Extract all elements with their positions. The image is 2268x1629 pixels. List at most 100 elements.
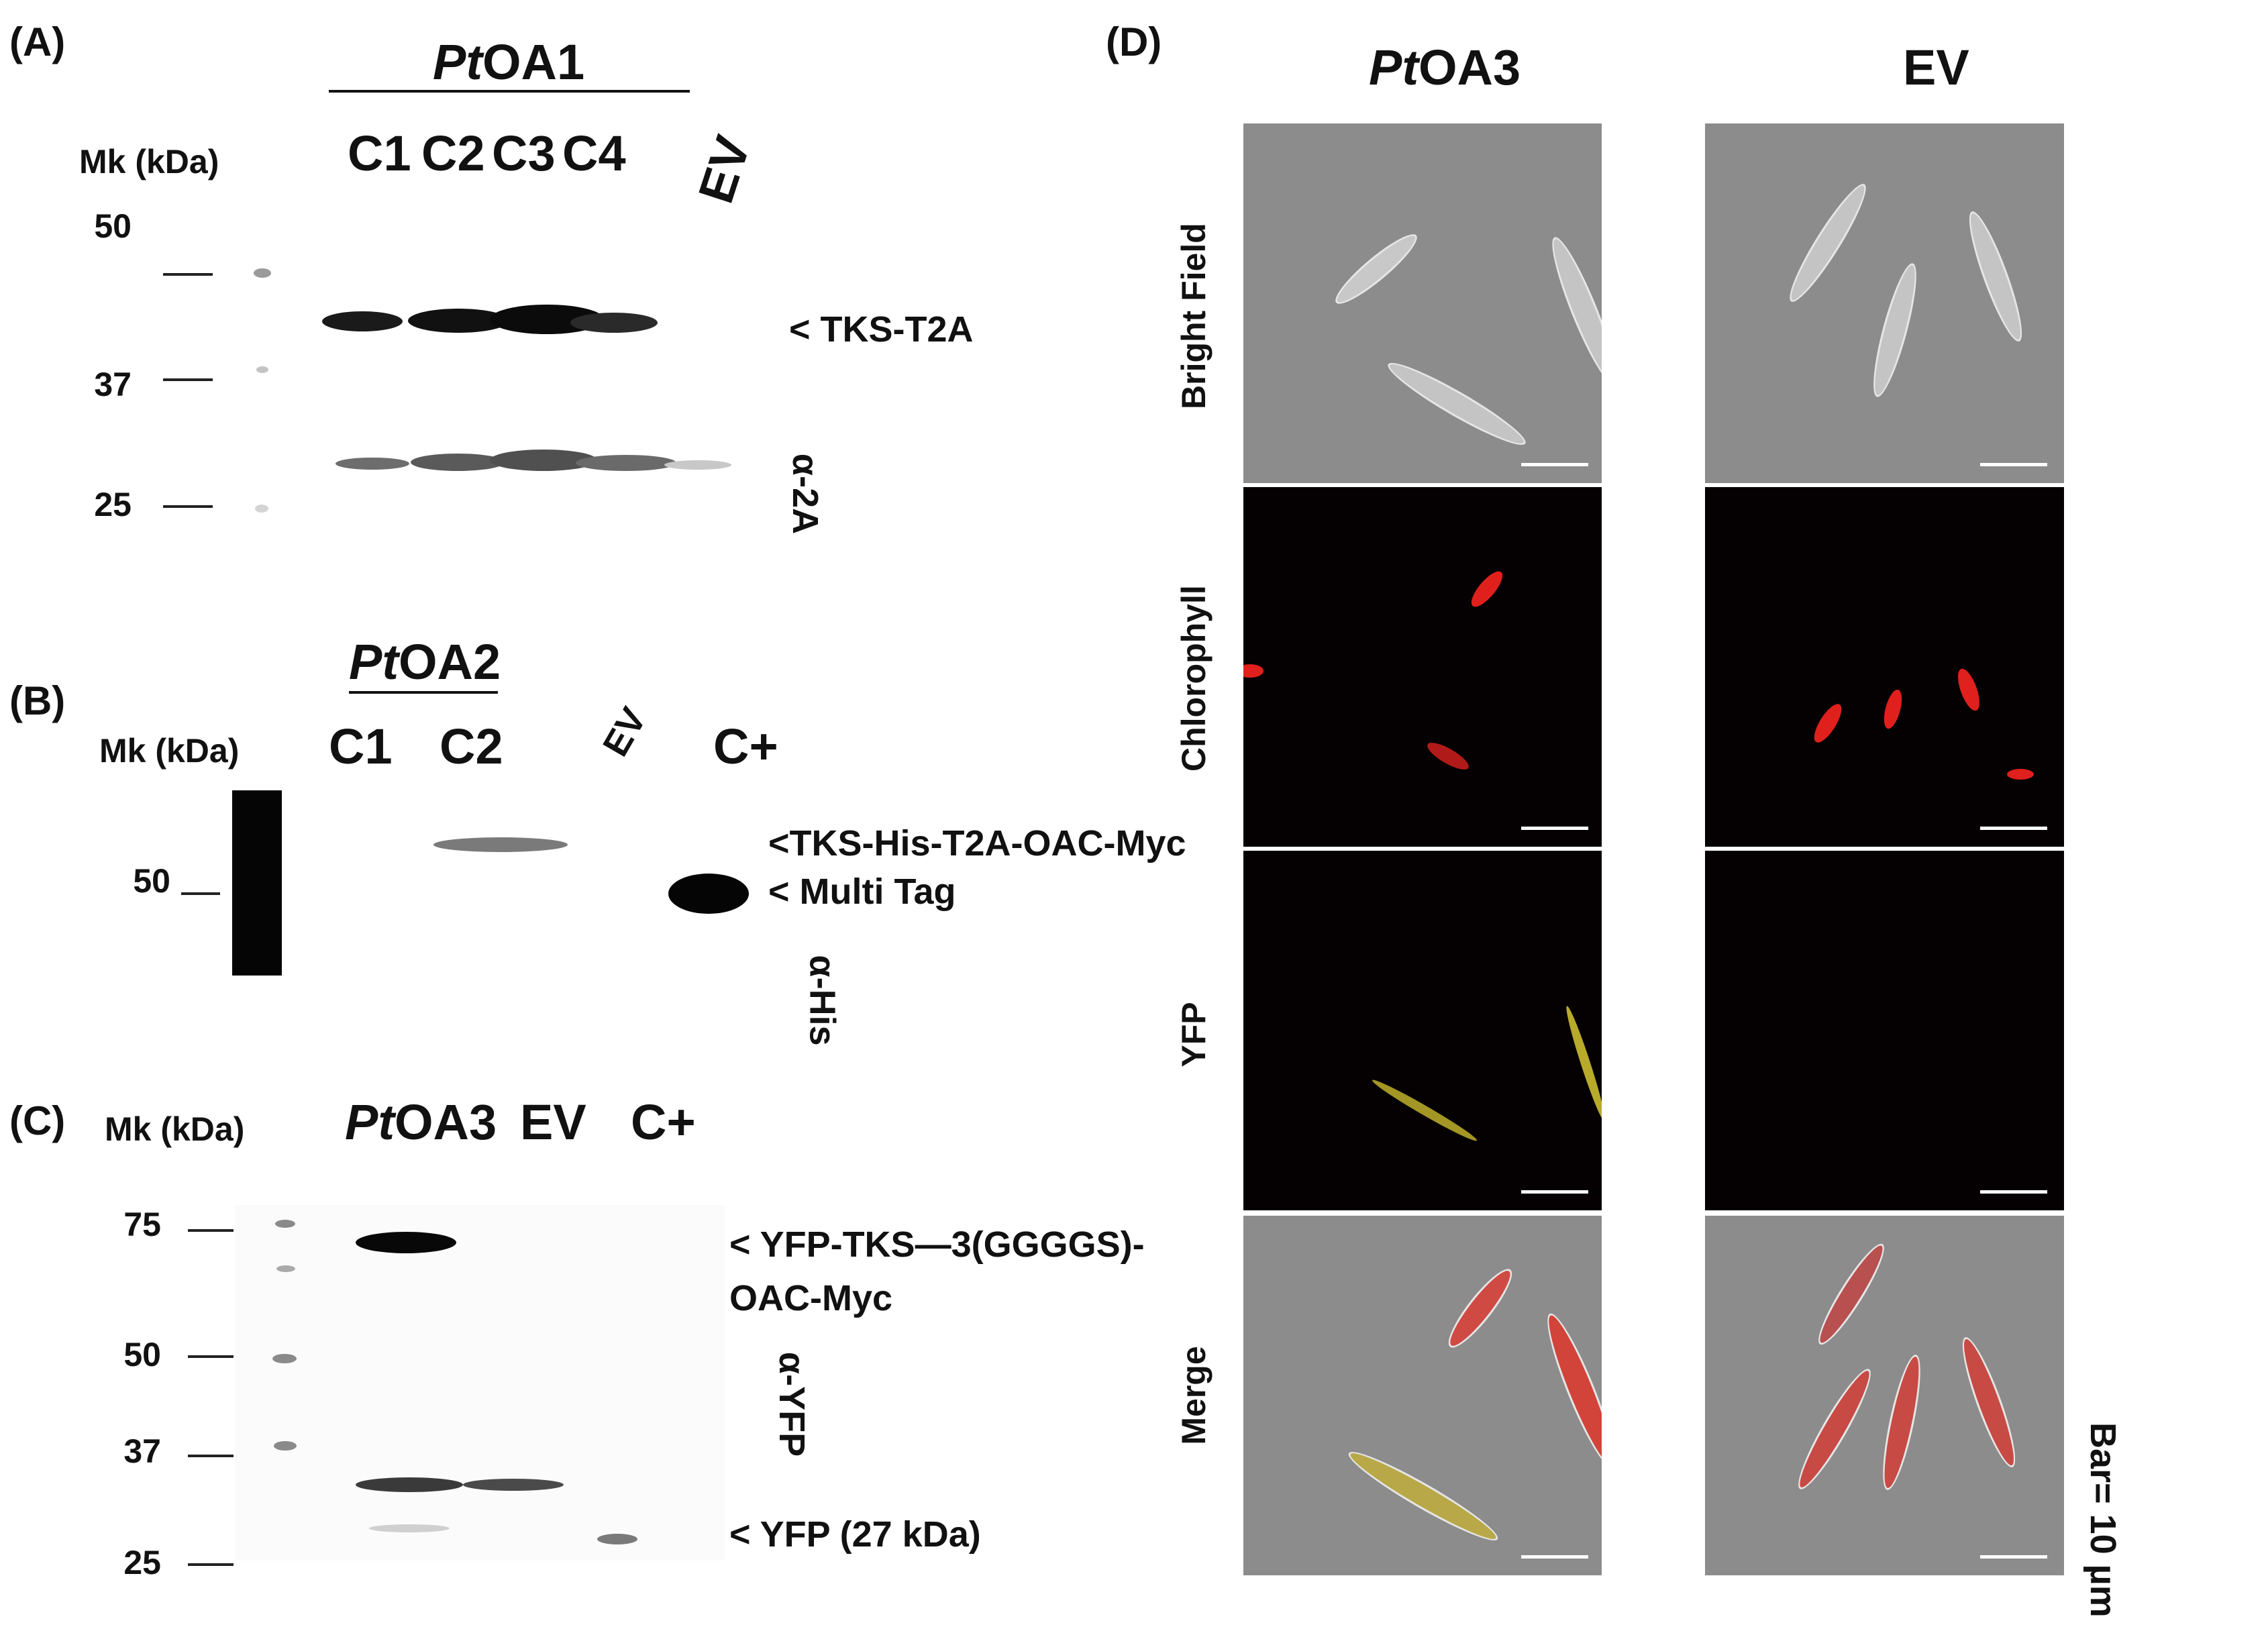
chloroplast [1809, 700, 1847, 747]
diatom-cell [1329, 226, 1424, 312]
panel-a-antibody: α-2A [785, 453, 826, 535]
panel-c-band-37 [463, 1479, 564, 1491]
panel-a-band-tks [322, 311, 403, 331]
panel-c-marker-25: 25 [123, 1544, 161, 1581]
chloroplast [1880, 688, 1906, 731]
panel-c-marker-band [275, 1220, 295, 1228]
panel-c-lane-cplus: C+ [631, 1094, 696, 1150]
panel-a-tick-37 [163, 378, 213, 381]
chloroplast [1466, 567, 1508, 611]
panel-c-tick-37 [188, 1455, 234, 1457]
panel-b-group-line [349, 691, 498, 694]
scale-bar [1980, 1555, 2047, 1559]
diatom-cell [1865, 260, 1925, 401]
panel-a-lane-c3: C3 [492, 125, 556, 181]
panel-c-blot [235, 1205, 725, 1561]
panel-b-antibody: α-His [802, 955, 843, 1046]
panel-a-band-2a [576, 455, 676, 471]
panel-c-marker-50: 50 [123, 1336, 161, 1373]
panel-c-marker-75: 75 [123, 1206, 161, 1243]
panel-c-band-label-line2: OAC-Myc [729, 1278, 893, 1318]
micrograph-yfp-ev [1705, 851, 2064, 1210]
panel-d-row-yfp: YFP [1175, 1002, 1213, 1067]
panel-a-blot [235, 215, 758, 537]
panel-c-band-label-yfp: < YFP (27 kDa) [729, 1514, 981, 1555]
micrograph-brightfield-ptoa3 [1243, 123, 1602, 483]
panel-a-marker-37: 37 [94, 366, 132, 403]
panel-a-marker-band [254, 268, 271, 278]
panel-a-group-title: PtOA1 [433, 34, 585, 90]
panel-d-scale-note: Bar= 10 µm [2083, 1422, 2123, 1618]
panel-c-label: (C) [9, 1098, 66, 1143]
panel-c-lane-ptoa3: PtOA3 [345, 1094, 497, 1150]
yfp-signal [1370, 1075, 1480, 1145]
micrograph-chlorophyll-ptoa3 [1243, 487, 1602, 847]
panel-a-band-2a [664, 460, 731, 470]
panel-a-mk-label: Mk (kDa) [79, 143, 219, 180]
chloroplast [1953, 666, 1984, 714]
merged-cell [1440, 1262, 1520, 1355]
panel-c-tick-50 [188, 1355, 234, 1358]
panel-a-tick-50 [163, 273, 213, 276]
panel-c-marker-band [276, 1265, 295, 1272]
panel-b-lane-cplus: C+ [713, 719, 778, 774]
panel-a-marker-25: 25 [94, 486, 132, 523]
scale-bar [1521, 463, 1588, 466]
panel-a-marker-band [256, 366, 268, 373]
scale-bar [1980, 1190, 2047, 1194]
panel-d-row-chlorophyll: Chlorophyll [1175, 585, 1213, 772]
panel-a-lane-ev: EV [687, 129, 762, 210]
merged-cell [1537, 1308, 1602, 1472]
micrograph-chlorophyll-ev [1705, 487, 2064, 847]
micrograph-brightfield-ev [1705, 123, 2064, 483]
merged-cell [1810, 1238, 1893, 1351]
panel-a-band-2a [411, 454, 505, 471]
chloroplast [1424, 737, 1472, 775]
merged-cell [1789, 1363, 1880, 1495]
panel-c-antibody: α-YFP [772, 1351, 813, 1457]
panel-d-col-ptoa3: PtOA3 [1369, 40, 1521, 95]
panel-c-marker-band [274, 1441, 297, 1451]
panel-b-mk-label: Mk (kDa) [99, 732, 240, 770]
panel-b-lane-c1: C1 [329, 719, 393, 774]
panel-b-tick-50 [181, 892, 220, 895]
scale-bar [1980, 827, 2047, 830]
panel-b-marker-lane [232, 790, 282, 976]
panel-d-row-merge: Merge [1175, 1346, 1213, 1445]
panel-c-band-faint [369, 1524, 450, 1532]
panel-d-col-ev: EV [1903, 40, 1969, 95]
chloroplast [1597, 696, 1602, 753]
diatom-cell [1960, 207, 2031, 346]
panel-a-marker-50: 50 [94, 207, 132, 245]
panel-d-label: (D) [1106, 19, 1162, 64]
panel-d-row-brightfield: Bright Field [1175, 223, 1213, 409]
panel-a-lane-c1: C1 [348, 125, 411, 181]
panel-b-label: (B) [9, 678, 66, 723]
panel-c-tick-75 [188, 1229, 234, 1232]
panel-a-band-tks [570, 313, 658, 333]
panel-a-band-2a [336, 458, 409, 470]
panel-c-marker-37: 37 [123, 1432, 161, 1470]
panel-b-band-label-tks: <TKS-His-T2A-OAC-Myc [768, 823, 1186, 863]
panel-c-lane-ev: EV [520, 1094, 586, 1150]
diatom-cell [1382, 354, 1532, 454]
merged-cell [1343, 1442, 1504, 1550]
micrograph-merge-ev [1705, 1216, 2064, 1575]
diatom-cell [1543, 232, 1602, 389]
panel-a-lane-c4: C4 [562, 125, 626, 181]
diatom-cell [1781, 178, 1875, 308]
scale-bar [1521, 1555, 1588, 1559]
scale-bar [1521, 1190, 1588, 1194]
panel-b-lane-c2: C2 [440, 719, 503, 774]
panel-a-band-label: < TKS-T2A [789, 309, 974, 350]
panel-c-band-yfp-tks [356, 1232, 456, 1253]
micrograph-yfp-ptoa3 [1243, 851, 1602, 1210]
panel-b-lane-ev: EV [595, 700, 655, 764]
panel-b-marker-50: 50 [133, 862, 170, 900]
panel-c-tick-25 [188, 1563, 234, 1566]
panel-a-tick-25 [163, 505, 213, 508]
panel-c-band-37 [356, 1477, 463, 1492]
chloroplast [1243, 664, 1264, 678]
merged-cell [1953, 1333, 2024, 1471]
panel-b-band-label-multitag: < Multi Tag [768, 872, 956, 912]
